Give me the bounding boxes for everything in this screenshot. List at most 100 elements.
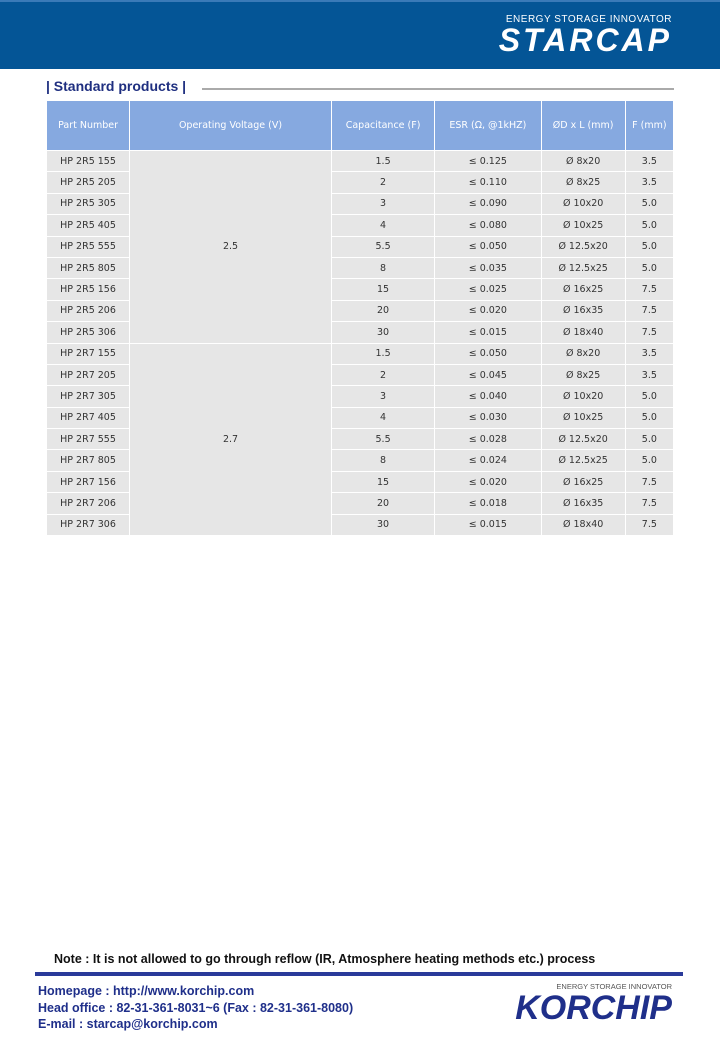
voltage-cell: 2.5: [129, 150, 332, 344]
esr-cell: ≤ 0.080: [434, 214, 542, 237]
capacitance-cell: 30: [330, 321, 436, 344]
capacitance-cell: 5.5: [330, 235, 436, 258]
capacitance-cell: 3: [330, 385, 436, 408]
pitch-cell: 3.5: [624, 171, 675, 194]
dimension-cell: Ø 10x20: [540, 192, 626, 216]
part-number-cell: HP 2R5 155: [45, 149, 131, 173]
homepage-link[interactable]: Homepage : http://www.korchip.com: [38, 984, 255, 998]
capacitance-cell: 8: [330, 256, 436, 280]
reflow-note: Note : It is not allowed to go through r…: [54, 952, 596, 966]
dimension-cell: Ø 10x20: [540, 385, 626, 408]
part-number-cell: HP 2R7 155: [45, 342, 131, 365]
esr-cell: ≤ 0.035: [434, 256, 542, 280]
part-number-cell: HP 2R7 305: [45, 385, 131, 408]
part-number-cell: HP 2R7 205: [45, 363, 131, 387]
section-divider: [202, 88, 674, 90]
pitch-cell: 7.5: [624, 492, 675, 515]
pitch-cell: 7.5: [624, 278, 675, 301]
korchip-tagline: ENERGY STORAGE INNOVATOR: [556, 982, 672, 991]
part-number-cell: HP 2R5 206: [45, 299, 131, 323]
products-table: Part Number Operating Voltage (V) Capacita…: [45, 100, 675, 537]
dimension-cell: Ø 16x35: [540, 299, 626, 323]
email-link[interactable]: E-mail : starcap@korchip.com: [38, 1017, 218, 1031]
pitch-cell: 5.0: [624, 428, 675, 451]
logo-tagline: ENERGY STORAGE INNOVATOR: [505, 14, 672, 25]
esr-cell: ≤ 0.050: [434, 235, 542, 258]
head-office: Head office : 82-31-361-8031~6 (Fax : 82…: [38, 1000, 354, 1015]
pitch-cell: 5.0: [624, 256, 675, 280]
table-row: HP 2R7 156 15 ≤ 0.020 Ø 16x25 7.5: [45, 470, 675, 494]
capacitance-cell: 20: [330, 299, 436, 323]
esr-cell: ≤ 0.020: [434, 299, 542, 323]
table-row: HP 2R5 805 8 ≤ 0.035 Ø 12.5x25 5.0: [45, 256, 675, 280]
capacitance-cell: 8: [330, 449, 436, 472]
part-number-cell: HP 2R5 305: [45, 192, 131, 216]
esr-cell: ≤ 0.024: [434, 449, 542, 472]
header-banner: ENERGY STORAGE INNOVATOR STARCAP: [0, 0, 720, 69]
dimension-cell: Ø 8x20: [540, 149, 626, 173]
capacitance-cell: 30: [330, 513, 436, 537]
pitch-cell: 5.0: [624, 385, 675, 408]
pitch-cell: 7.5: [624, 299, 675, 323]
pitch-cell: 7.5: [624, 513, 675, 537]
column-header: ØD x L (mm): [540, 100, 626, 151]
part-number-cell: HP 2R7 405: [45, 406, 131, 430]
dimension-cell: Ø 8x25: [540, 171, 626, 194]
esr-cell: ≤ 0.050: [434, 342, 542, 365]
part-number-cell: HP 2R5 306: [45, 321, 131, 344]
dimension-cell: Ø 10x25: [540, 406, 626, 430]
part-number-cell: HP 2R5 555: [45, 235, 131, 258]
capacitance-cell: 4: [330, 406, 436, 430]
capacitance-cell: 2: [330, 363, 436, 387]
capacitance-cell: 15: [330, 278, 436, 301]
dimension-cell: Ø 12.5x20: [540, 235, 626, 258]
esr-cell: ≤ 0.020: [434, 470, 542, 494]
part-number-cell: HP 2R5 156: [45, 278, 131, 301]
table-row: HP 2R5 206 20 ≤ 0.020 Ø 16x35 7.5: [45, 299, 675, 323]
dimension-cell: Ø 10x25: [540, 214, 626, 237]
dimension-cell: Ø 12.5x25: [540, 256, 626, 280]
capacitance-cell: 3: [330, 192, 436, 216]
esr-cell: ≤ 0.125: [434, 149, 542, 173]
esr-cell: ≤ 0.040: [434, 385, 542, 408]
voltage-cell: 2.7: [129, 342, 332, 537]
column-header: Part Number: [45, 100, 131, 151]
dimension-cell: Ø 8x20: [540, 342, 626, 365]
logo-name: STARCAP: [498, 22, 672, 58]
pitch-cell: 3.5: [624, 363, 675, 387]
column-header: ESR (Ω, @1kHZ): [434, 100, 542, 151]
section-title: | Standard products |: [46, 78, 187, 94]
pitch-cell: 5.0: [624, 406, 675, 430]
column-header: Capacitance (F): [330, 100, 436, 151]
contact-info: Homepage : http://www.korchip.com Head o…: [38, 983, 353, 1033]
pitch-cell: 5.0: [624, 235, 675, 258]
dimension-cell: Ø 16x25: [540, 470, 626, 494]
part-number-cell: HP 2R7 805: [45, 449, 131, 472]
dimension-cell: Ø 8x25: [540, 363, 626, 387]
dimension-cell: Ø 18x40: [540, 513, 626, 537]
starcap-logo: ENERGY STORAGE INNOVATOR STARCAP: [498, 14, 672, 58]
table-row: HP 2R7 205 2 ≤ 0.045 Ø 8x25 3.5: [45, 363, 675, 387]
table-row: HP 2R5 405 4 ≤ 0.080 Ø 10x25 5.0: [45, 214, 675, 237]
capacitance-cell: 1.5: [330, 149, 436, 173]
part-number-cell: HP 2R7 306: [45, 513, 131, 537]
table-row: HP 2R7 805 8 ≤ 0.024 Ø 12.5x25 5.0: [45, 449, 675, 472]
capacitance-cell: 4: [330, 214, 436, 237]
dimension-cell: Ø 18x40: [540, 321, 626, 344]
capacitance-cell: 2: [330, 171, 436, 194]
dimension-cell: Ø 12.5x20: [540, 428, 626, 451]
pitch-cell: 3.5: [624, 149, 675, 173]
capacitance-cell: 5.5: [330, 428, 436, 451]
dimension-cell: Ø 16x25: [540, 278, 626, 301]
column-header: Operating Voltage (V): [129, 100, 332, 151]
dimension-cell: Ø 12.5x25: [540, 449, 626, 472]
pitch-cell: 7.5: [624, 470, 675, 494]
part-number-cell: HP 2R7 156: [45, 470, 131, 494]
pitch-cell: 5.0: [624, 214, 675, 237]
esr-cell: ≤ 0.028: [434, 428, 542, 451]
pitch-cell: 5.0: [624, 449, 675, 472]
esr-cell: ≤ 0.045: [434, 363, 542, 387]
table-row: HP 2R5 155 2.5 1.5 ≤ 0.125 Ø 8x20 3.5: [45, 149, 675, 344]
table-row: HP 2R7 405 4 ≤ 0.030 Ø 10x25 5.0: [45, 406, 675, 430]
part-number-cell: HP 2R5 405: [45, 214, 131, 237]
